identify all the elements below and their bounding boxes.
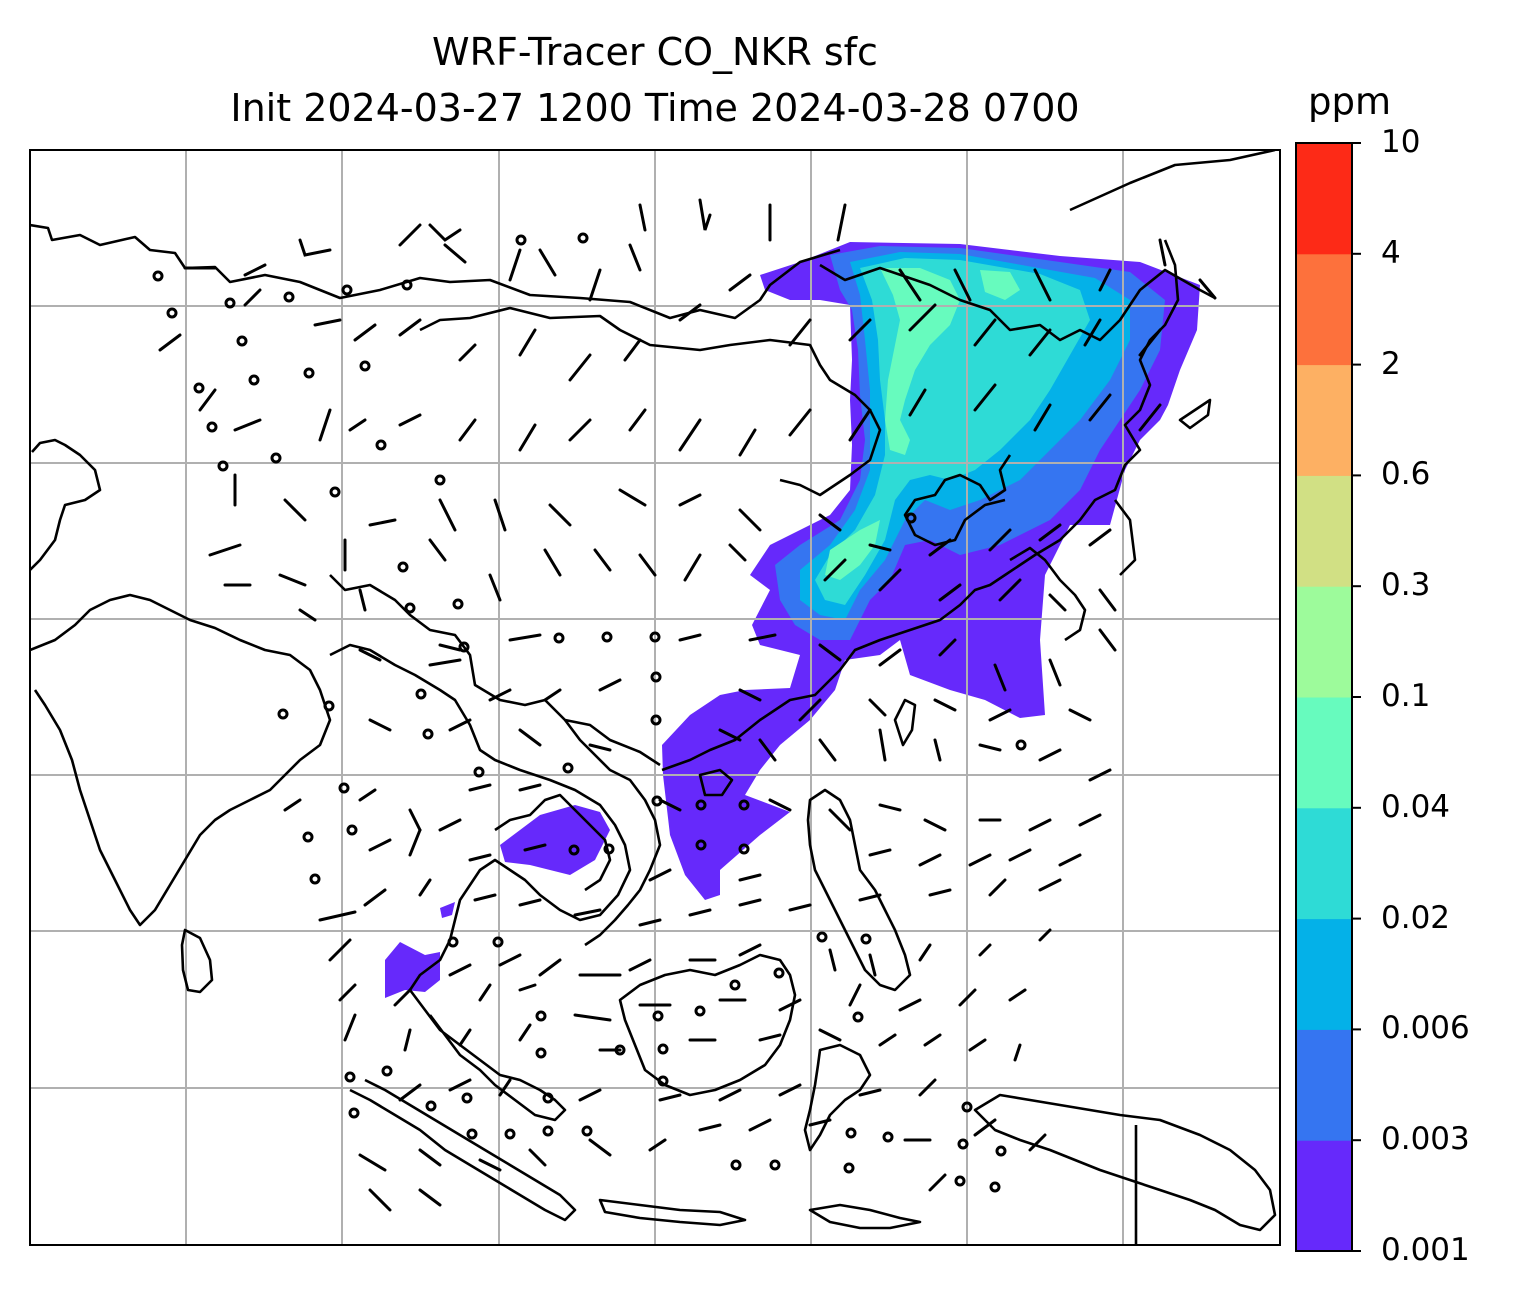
colorbar-tick-label: 0.001 [1381, 1232, 1470, 1268]
malay-peninsula [408, 989, 567, 1122]
colorbar-tick-label: 0.02 [1381, 899, 1451, 936]
plume-patch-andaman [385, 942, 440, 998]
title-line2: Init 2024-03-27 1200 Time 2024-03-28 070… [230, 86, 1080, 130]
colorbar-tick-label: 0.1 [1381, 678, 1431, 714]
timor [808, 1203, 922, 1230]
china-south-border [329, 574, 661, 767]
colorbar-band-1 [1296, 1029, 1352, 1141]
calm-wind-markers [152, 232, 1027, 1193]
northern-border [30, 223, 841, 320]
colorbar-band-9 [1296, 143, 1352, 255]
title-line1: WRF-Tracer CO_NKR sfc [432, 30, 878, 74]
east-asia-coast [661, 150, 1276, 772]
bohai-coast [903, 454, 1012, 547]
colorbar-tick-label: 0.3 [1381, 567, 1431, 604]
colorbar-band-3 [1296, 807, 1352, 920]
colorbar-band-7 [1296, 364, 1352, 476]
india-west-coast [30, 438, 102, 571]
colorbar-band-4 [1296, 697, 1352, 809]
colorbar-tick-label: 0.6 [1381, 456, 1431, 493]
colorbar-tick-label: 10 [1381, 124, 1421, 160]
sri-lanka [180, 928, 214, 994]
colorbar-tick-label: 0.04 [1381, 788, 1451, 825]
sulawesi [803, 1043, 872, 1152]
vietnam-coast [563, 719, 662, 947]
sumatra [349, 1078, 577, 1222]
coastlines [30, 150, 1277, 1245]
gridlines [30, 150, 1280, 1245]
colorbar-band-6 [1296, 475, 1352, 587]
colorbar-tick-label: 0.006 [1381, 1010, 1470, 1047]
colorbar-tick-label: 0.003 [1381, 1121, 1470, 1158]
colorbar-tick-label: 2 [1381, 345, 1401, 382]
colorbar [1295, 142, 1361, 1252]
new-guinea [973, 1093, 1277, 1232]
korea-peninsula [1009, 499, 1137, 642]
plume-patch-gulf-thailand [500, 805, 610, 875]
plume-level-4c [980, 270, 1020, 300]
colorbar-band-5 [1296, 586, 1352, 698]
mongolia-china-border [419, 306, 882, 497]
plume-level-4a [880, 268, 960, 455]
hainan [698, 768, 734, 797]
map-area [30, 150, 1280, 1245]
plume-level-3 [815, 258, 1090, 605]
philippines [806, 788, 912, 992]
colorbar-band-0 [1296, 1140, 1352, 1252]
india-coast [30, 593, 332, 927]
plume-patch-small [440, 902, 455, 918]
colorbar-band-8 [1296, 253, 1352, 366]
map-frame [29, 149, 1281, 1246]
indochina-coast [329, 643, 632, 991]
colorbar-units: ppm [1308, 80, 1392, 123]
wind-barbs [158, 198, 1217, 1212]
japan-kyushu [1178, 398, 1212, 430]
colorbar-band-2 [1296, 918, 1352, 1030]
java [598, 1198, 747, 1227]
taiwan [893, 698, 917, 747]
gulf-thailand [494, 793, 612, 892]
borneo [618, 953, 797, 1097]
tracer-plume [662, 242, 1200, 900]
colorbar-tick-label: 4 [1381, 234, 1401, 271]
